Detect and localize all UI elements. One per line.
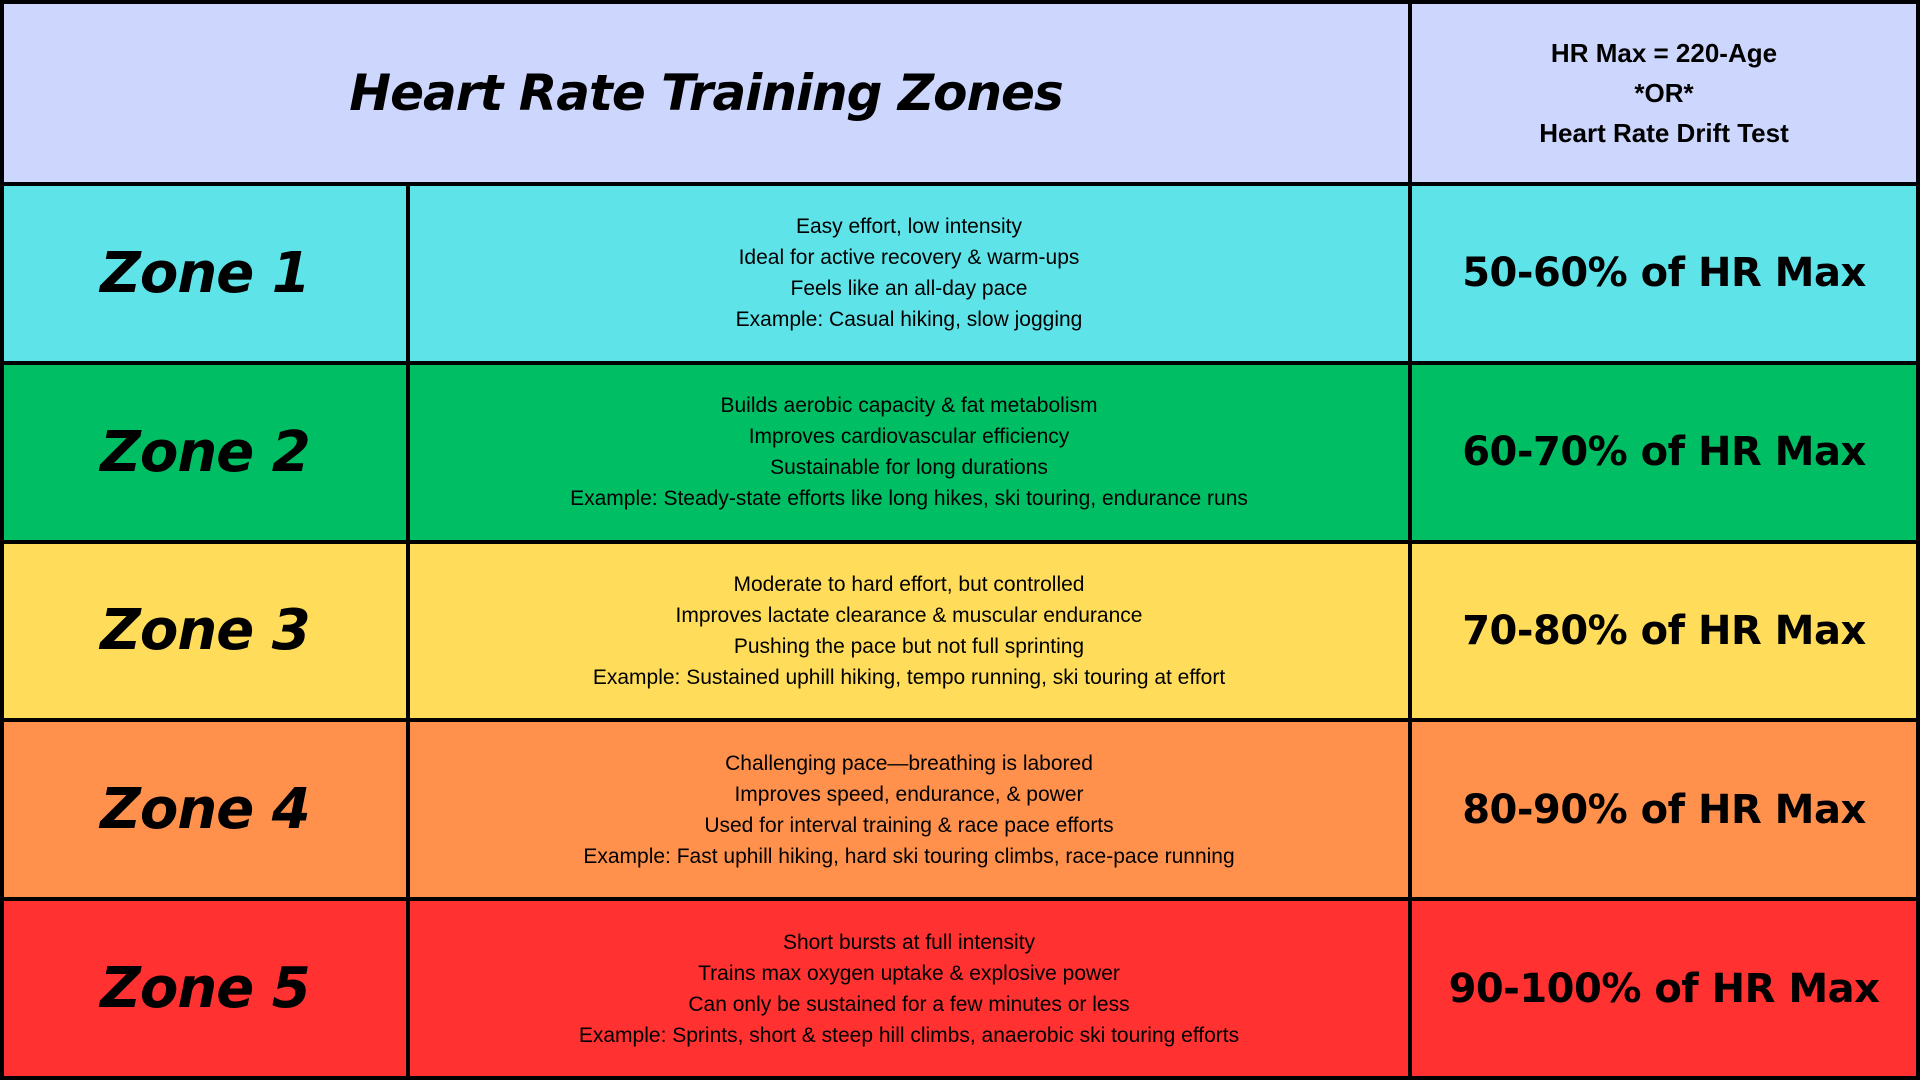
zone-1-description-line: Easy effort, low intensity — [795, 215, 1023, 239]
zone-4-description-line: Improves speed, endurance, & power — [734, 782, 1084, 806]
zone-1-description-line: Feels like an all-day pace — [790, 277, 1028, 301]
zone-1-range: 50-60% of HR Max — [1462, 250, 1866, 297]
zone-4-description-line: Used for interval training & race pace e… — [704, 813, 1114, 837]
zone-3-name-cell: Zone 3 — [4, 543, 406, 719]
zone-1-description-cell: Easy effort, low intensity Ideal for act… — [410, 186, 1408, 361]
zone-2-name-cell: Zone 2 — [4, 364, 406, 540]
zone-5-description-line: Example: Sprints, short & steep hill cli… — [578, 1023, 1240, 1047]
zone-3-name: Zone 3 — [100, 598, 310, 664]
zone-4-range-cell: 80-90% of HR Max — [1412, 722, 1916, 898]
zone-1-range-cell: 50-60% of HR Max — [1412, 186, 1916, 361]
zone-3-description-line: Pushing the pace but not full sprinting — [733, 634, 1085, 658]
zone-4-name: Zone 4 — [100, 777, 310, 843]
zone-4-name-cell: Zone 4 — [4, 722, 406, 898]
zone-2-description-line: Improves cardiovascular efficiency — [748, 425, 1070, 449]
zone-2-range-cell: 60-70% of HR Max — [1412, 364, 1916, 540]
hr-max-or-line: *OR* — [1634, 78, 1694, 108]
zone-5-description-line: Short bursts at full intensity — [782, 930, 1036, 954]
page-title: Heart Rate Training Zones — [349, 64, 1063, 122]
zone-4-description-cell: Challenging pace—breathing is labored Im… — [410, 722, 1408, 898]
hr-drift-test-line: Heart Rate Drift Test — [1539, 118, 1789, 148]
zone-5-name: Zone 5 — [100, 956, 310, 1022]
hr-max-formula-cell: HR Max = 220-Age *OR* Heart Rate Drift T… — [1412, 4, 1916, 182]
zone-4-description-line: Example: Fast uphill hiking, hard ski to… — [583, 844, 1235, 868]
zone-2-description-line: Sustainable for long durations — [770, 456, 1048, 480]
zone-2-description-line: Builds aerobic capacity & fat metabolism — [720, 394, 1098, 418]
zone-2-range: 60-70% of HR Max — [1462, 429, 1866, 476]
zone-3-description-line: Improves lactate clearance & muscular en… — [675, 603, 1143, 627]
zone-4-description-line: Challenging pace—breathing is labored — [725, 751, 1093, 775]
zone-2-description-cell: Builds aerobic capacity & fat metabolism… — [410, 364, 1408, 540]
zone-1-description-line: Ideal for active recovery & warm-ups — [738, 246, 1080, 270]
zone-3-description-cell: Moderate to hard effort, but controlled … — [410, 543, 1408, 719]
zone-3-description-line: Example: Sustained uphill hiking, tempo … — [592, 665, 1226, 689]
zone-3-range-cell: 70-80% of HR Max — [1412, 543, 1916, 719]
zone-1-name: Zone 1 — [100, 240, 310, 306]
hr-max-formula-line: HR Max = 220-Age — [1550, 38, 1778, 68]
zone-5-name-cell: Zone 5 — [4, 901, 406, 1076]
zone-3-description-line: Moderate to hard effort, but controlled — [733, 572, 1085, 596]
zone-1-description-line: Example: Casual hiking, slow jogging — [735, 308, 1083, 332]
zone-1-name-cell: Zone 1 — [4, 186, 406, 361]
zone-2-description-line: Example: Steady-state efforts like long … — [570, 487, 1248, 511]
zone-4-range: 80-90% of HR Max — [1462, 786, 1866, 833]
zone-5-description-cell: Short bursts at full intensity Trains ma… — [410, 901, 1408, 1076]
zone-2-name: Zone 2 — [100, 419, 310, 485]
zone-3-range: 70-80% of HR Max — [1462, 607, 1866, 654]
zone-5-range-cell: 90-100% of HR Max — [1412, 901, 1916, 1076]
header-title-cell: Heart Rate Training Zones — [4, 4, 1408, 182]
zone-5-description-line: Trains max oxygen uptake & explosive pow… — [698, 961, 1120, 985]
zone-5-range: 90-100% of HR Max — [1448, 965, 1880, 1012]
zone-5-description-line: Can only be sustained for a few minutes … — [688, 992, 1130, 1016]
